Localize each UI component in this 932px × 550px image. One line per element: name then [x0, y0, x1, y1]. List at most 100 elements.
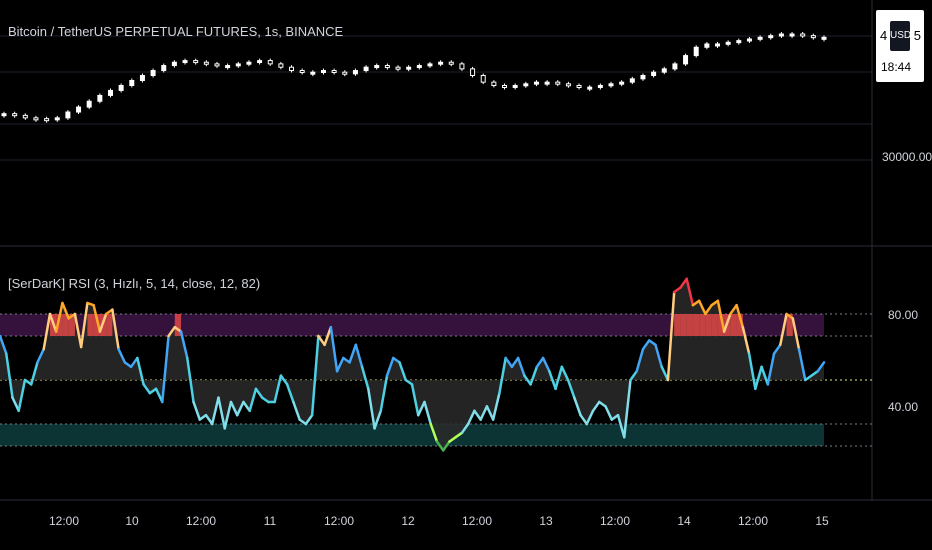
- time-axis-label: 12:00: [599, 514, 631, 528]
- candle: [544, 81, 550, 85]
- rsi-segment: [573, 396, 582, 417]
- candle: [289, 66, 295, 72]
- candle: [608, 83, 614, 87]
- candle: [533, 81, 539, 85]
- candle: [555, 81, 561, 85]
- candle: [778, 33, 784, 37]
- rsi-segment: [335, 356, 345, 373]
- rsi-segment: [448, 435, 457, 443]
- candle: [352, 70, 358, 75]
- candle: [746, 38, 752, 42]
- candle: [107, 89, 113, 96]
- rsi-segment: [797, 347, 807, 382]
- rsi-segment: [691, 299, 701, 307]
- candle: [416, 65, 422, 69]
- rsi-hot-fill: [705, 314, 712, 336]
- rsi-segment: [735, 303, 745, 329]
- rsi-segment: [385, 356, 395, 377]
- rsi-segment: [697, 299, 707, 316]
- rsi-segment: [516, 356, 526, 377]
- rsi-hot-fill: [174, 314, 182, 336]
- rsi-segment: [466, 409, 476, 426]
- rsi-segment: [435, 440, 445, 452]
- rsi-hot-fill: [786, 314, 793, 336]
- rsi-segment: [429, 422, 439, 443]
- time-axis-label: 11: [263, 514, 277, 528]
- candle: [629, 78, 635, 83]
- rsi-segment: [454, 431, 464, 439]
- rsi-segment: [816, 361, 826, 373]
- candle: [203, 61, 209, 65]
- rsi-hot-fill: [686, 314, 693, 336]
- candle: [150, 70, 156, 77]
- rsi-segment: [554, 365, 564, 391]
- candle: [736, 40, 742, 44]
- candle: [512, 84, 518, 88]
- candle: [651, 71, 657, 77]
- rsi-segment: [704, 303, 713, 316]
- candle: [33, 117, 39, 121]
- indicator-title[interactable]: [SerDarK] RSI (3, Hızlı, 5, 14, close, 1…: [8, 276, 261, 291]
- candle: [502, 84, 508, 88]
- candle: [225, 65, 231, 69]
- rsi-hot-fill: [62, 314, 69, 336]
- candle: [310, 71, 316, 75]
- candle: [757, 36, 763, 40]
- rsi-hot-fill: [699, 314, 706, 336]
- rsi-segment: [198, 413, 208, 421]
- candle: [278, 63, 284, 68]
- rsi-segment: [367, 387, 376, 430]
- rsi-hot-fill: [692, 314, 700, 336]
- rsi-segment: [647, 339, 657, 347]
- symbol-title[interactable]: Bitcoin / TetherUS PERPETUAL FUTURES, 1s…: [8, 24, 344, 39]
- time-axis-label: 12: [401, 514, 415, 528]
- rsi-segment: [747, 352, 757, 391]
- candle: [672, 63, 678, 70]
- candle: [139, 75, 145, 81]
- rsi-segment: [223, 400, 233, 430]
- candle: [65, 111, 71, 119]
- rsi-segment: [791, 317, 801, 351]
- rsi-segment: [148, 387, 158, 395]
- rsi-segment: [379, 374, 389, 413]
- candle: [640, 75, 646, 80]
- time-axis-label: 15: [815, 514, 829, 528]
- candle: [214, 63, 220, 67]
- time-axis-label: 12:00: [323, 514, 355, 528]
- rsi-segment: [360, 365, 370, 391]
- price-axis-label: 30000.00: [882, 150, 932, 164]
- rsi-segment: [654, 343, 663, 369]
- rsi-segment: [685, 277, 695, 307]
- rsi-hot-fill: [674, 314, 681, 336]
- rsi-segment: [666, 290, 676, 382]
- rsi-segment: [560, 365, 570, 382]
- rsi-segment: [604, 405, 614, 421]
- rsi-segment: [779, 312, 788, 347]
- rsi-segment: [348, 343, 358, 364]
- overbought-band: [0, 314, 824, 336]
- candle: [661, 68, 667, 73]
- rsi-segment: [17, 378, 27, 413]
- candle: [374, 65, 380, 69]
- rsi-bands: [0, 278, 872, 451]
- rsi-segment: [292, 400, 301, 421]
- rsi-segment: [111, 308, 120, 351]
- bar-countdown: 18:44: [881, 60, 912, 74]
- rsi-hot-fill: [736, 314, 743, 336]
- rsi-segment: [585, 409, 595, 426]
- rsi-fill: [0, 278, 824, 451]
- rsi-segment: [373, 409, 383, 430]
- candle: [1, 113, 7, 117]
- price-tag-prefix: 4: [880, 28, 888, 43]
- rsi-segment: [298, 418, 308, 426]
- rsi-segment: [323, 325, 333, 347]
- rsi-segment: [4, 352, 14, 399]
- rsi-segment: [142, 383, 152, 395]
- rsi-segment: [42, 312, 52, 351]
- rsi-segment: [473, 409, 482, 421]
- candle: [299, 70, 305, 74]
- candle: [44, 118, 50, 122]
- rsi-segment: [722, 312, 732, 333]
- rsi-segment: [404, 378, 414, 386]
